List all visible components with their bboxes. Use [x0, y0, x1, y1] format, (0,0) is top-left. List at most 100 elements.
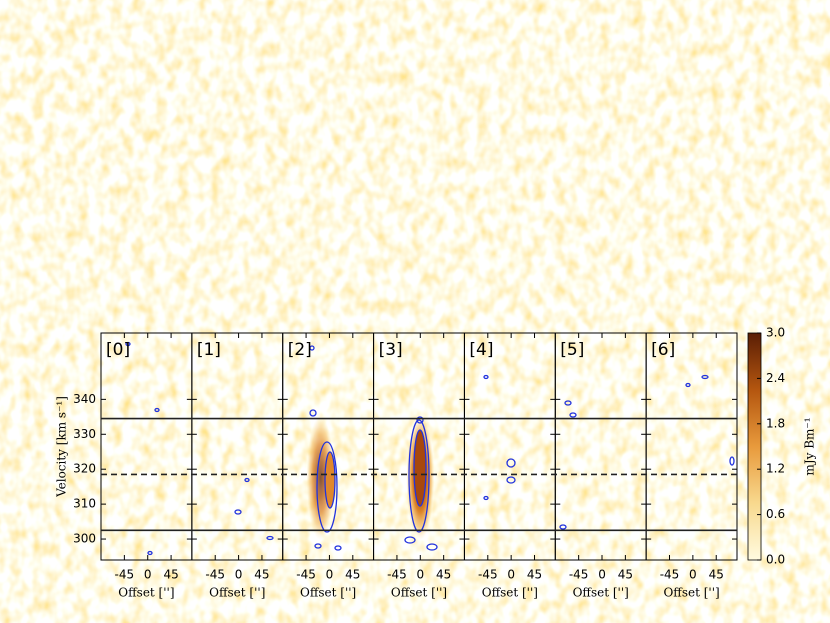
emission: [310, 212, 450, 268]
y-tick-label: 300: [73, 532, 96, 546]
colorbar-label: mJy Bm⁻¹: [803, 417, 817, 475]
contour: [334, 545, 342, 551]
y-axis-label: Velocity [km s⁻¹]: [55, 396, 69, 498]
contour: [199, 130, 227, 138]
x-tick-label: 15: [469, 293, 484, 307]
x-tick-label: 45: [578, 293, 593, 307]
colorbar-tick-label: 0.0: [766, 281, 785, 295]
contour: [234, 509, 242, 515]
colorbar: [747, 332, 762, 561]
contour: [408, 419, 430, 533]
contour: [506, 476, 516, 484]
contour: [566, 272, 584, 278]
x-tick-label: 0: [326, 568, 334, 582]
x-tick-label: 0: [689, 568, 697, 582]
contour: [154, 407, 160, 413]
contour: [299, 274, 321, 282]
x-tick-label: -45: [569, 568, 589, 582]
contour: [359, 148, 441, 156]
x-tick-label: 0: [598, 568, 606, 582]
x-tick-label: 0: [418, 293, 426, 307]
x-tick-label: -45: [115, 568, 135, 582]
contour: [479, 84, 497, 90]
y-tick-label: 340: [73, 392, 96, 406]
x-axis-label: Offset ['']: [209, 586, 265, 600]
panel-label: [1]: [197, 340, 221, 360]
x-tick-label: 0: [235, 568, 243, 582]
panel-label: [3]: [379, 340, 403, 360]
x-tick-label: 45: [345, 568, 360, 582]
x-axis-label: Offset ['']: [118, 586, 174, 600]
contour: [729, 456, 735, 466]
contour: [158, 137, 172, 143]
contour: [184, 279, 216, 287]
y-tick-label: 330: [73, 427, 96, 441]
contour: [279, 236, 401, 254]
contour: [607, 102, 633, 110]
colorbar-tick-label: 1.2: [766, 190, 785, 204]
x-tick-label: 45: [709, 568, 724, 582]
emission: [306, 416, 335, 540]
contour: [244, 477, 250, 483]
panel-label: [4]: [469, 340, 493, 360]
plot-frame: [100, 61, 736, 289]
x-tick-label: -15: [357, 293, 377, 307]
contour: [506, 458, 516, 468]
x-tick-label: 45: [618, 568, 633, 582]
contour: [546, 136, 560, 142]
contour: [269, 235, 331, 245]
x-tick-label: -45: [296, 568, 316, 582]
colorbar-tick-label: 0.0: [766, 553, 785, 567]
contour: [482, 279, 508, 287]
colorbar-tick-label: 0.6: [766, 235, 785, 249]
x-tick-label: 0: [144, 568, 152, 582]
contour: [426, 543, 438, 551]
x-tick-label: -45: [387, 568, 407, 582]
contour: [396, 171, 454, 209]
contour: [266, 535, 274, 541]
panel-label: [6]: [651, 340, 675, 360]
x-tick-label: 45: [436, 568, 451, 582]
y-tick-label: 330: [73, 155, 96, 169]
panel-label: AGC 174605: [134, 66, 209, 80]
contour: [125, 341, 131, 347]
colorbar-label: mJy Bm⁻¹: [803, 146, 817, 204]
colorbar-tick-label: 0.6: [766, 507, 785, 521]
x-tick-label: 45: [163, 568, 178, 582]
x-axis-label: Offset ['']: [300, 586, 356, 600]
x-tick-label: 0: [416, 568, 424, 582]
contour: [409, 177, 439, 195]
contour: [111, 263, 125, 269]
colorbar-tick-label: 1.8: [766, 145, 785, 159]
panel-frame: [645, 332, 738, 561]
x-tick-label: -30: [303, 293, 323, 307]
x-axis-label: Offset ['']: [573, 586, 629, 600]
contour: [404, 536, 416, 544]
panel-label: [0]: [106, 340, 130, 360]
x-tick-label: -45: [660, 568, 680, 582]
contour: [569, 412, 577, 418]
contour: [559, 524, 567, 530]
contour: [483, 495, 489, 501]
x-axis-label: Offset ['']: [390, 312, 446, 326]
y-tick-label: 340: [73, 121, 96, 135]
contour: [309, 409, 317, 417]
contour: [354, 261, 416, 275]
x-tick-label: -60: [193, 293, 213, 307]
y-tick-label: 310: [73, 497, 96, 511]
colorbar-tick-label: 2.4: [766, 100, 785, 114]
y-axis-label: Velocity [km s⁻¹]: [55, 125, 69, 227]
x-tick-label: 0: [507, 568, 515, 582]
x-tick-label: -45: [478, 568, 498, 582]
contour: [446, 95, 464, 101]
colorbar-tick-label: 1.8: [766, 416, 785, 430]
contour: [701, 374, 709, 380]
contour: [543, 231, 557, 237]
panel-label: [5]: [560, 340, 584, 360]
contour: [413, 429, 427, 507]
y-tick-label: 320: [73, 190, 96, 204]
x-tick-label: 60: [633, 293, 648, 307]
y-tick-label: 300: [73, 260, 96, 274]
colorbar-tick-label: 1.2: [766, 462, 785, 476]
x-axis-label: Offset ['']: [482, 586, 538, 600]
